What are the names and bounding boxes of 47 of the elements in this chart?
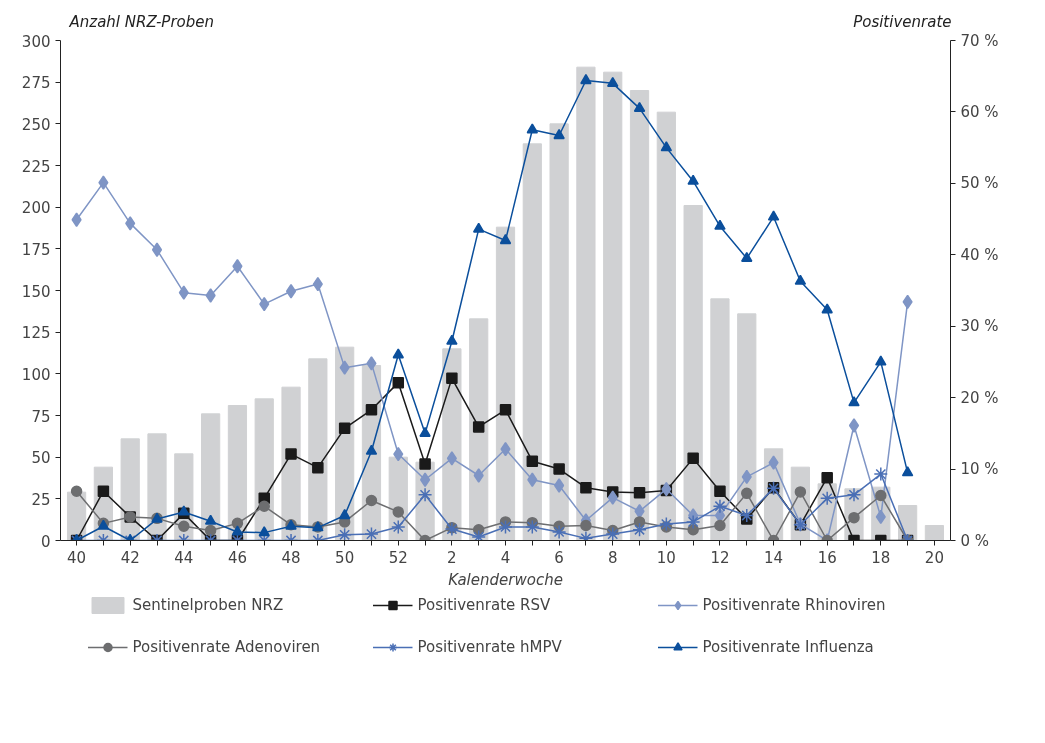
x-tick-label: 16 bbox=[817, 548, 837, 567]
x-tick-label: 2 bbox=[447, 548, 457, 567]
legend-label: Positivenrate Rhinoviren bbox=[702, 596, 887, 614]
y-tick-label: 50 bbox=[31, 449, 51, 468]
x-tick-label: 44 bbox=[174, 548, 194, 567]
x-tick-label: 40 bbox=[67, 548, 87, 567]
y2-tick-label: 70 % bbox=[960, 31, 999, 50]
x-tick-label: 4 bbox=[500, 548, 511, 567]
legend-label: Positivenrate hMPV bbox=[417, 638, 563, 656]
y-tick-label: 0 bbox=[40, 532, 51, 551]
y-tick-label: 100 bbox=[21, 365, 51, 384]
x-tick-label: 42 bbox=[120, 548, 140, 567]
y2-tick-label: 30 % bbox=[960, 317, 999, 336]
legend-label: Sentinelproben NRZ bbox=[132, 596, 285, 614]
y-tick-label: 250 bbox=[21, 115, 51, 134]
legend-label: Positivenrate Adenoviren bbox=[132, 638, 322, 656]
y2-axis-title: Positivenrate bbox=[853, 12, 952, 31]
x-tick-label: 46 bbox=[227, 548, 247, 567]
x-tick-label: 12 bbox=[710, 548, 730, 567]
y2-tick-label: 50 % bbox=[960, 174, 999, 193]
x-tick-label: 6 bbox=[554, 548, 564, 567]
y2-tick-label: 10 % bbox=[960, 460, 999, 479]
y-axis-title: Anzahl NRZ-Proben bbox=[68, 12, 215, 31]
y2-tick-label: 40 % bbox=[960, 245, 999, 264]
y2-tick-label: 20 % bbox=[960, 388, 999, 407]
legend-label: Positivenrate Influenza bbox=[702, 638, 875, 656]
y-tick-label: 200 bbox=[21, 199, 51, 218]
y-tick-label: 75 bbox=[31, 407, 51, 426]
y2-tick-label: 60 % bbox=[960, 102, 999, 121]
x-tick-label: 18 bbox=[871, 548, 891, 567]
y-tick-label: 25 bbox=[31, 490, 51, 509]
y-tick-label: 225 bbox=[21, 157, 51, 176]
x-tick-label: 52 bbox=[388, 548, 408, 567]
x-tick-label: 20 bbox=[924, 548, 944, 567]
y-tick-label: 300 bbox=[21, 32, 51, 51]
y-tick-label: 175 bbox=[21, 240, 51, 259]
x-tick-label: 50 bbox=[335, 548, 355, 567]
y-tick-label: 125 bbox=[21, 324, 51, 343]
x-axis-title: Kalenderwoche bbox=[448, 570, 563, 589]
legend-label: Positivenrate RSV bbox=[417, 596, 552, 614]
y-tick-label: 150 bbox=[21, 282, 51, 301]
x-tick-label: 10 bbox=[656, 548, 676, 567]
y-tick-label: 275 bbox=[21, 74, 51, 93]
x-tick-label: 48 bbox=[281, 548, 301, 567]
x-tick-label: 14 bbox=[764, 548, 784, 567]
x-tick-label: 8 bbox=[607, 548, 618, 567]
y2-tick-label: 0 % bbox=[960, 531, 990, 550]
